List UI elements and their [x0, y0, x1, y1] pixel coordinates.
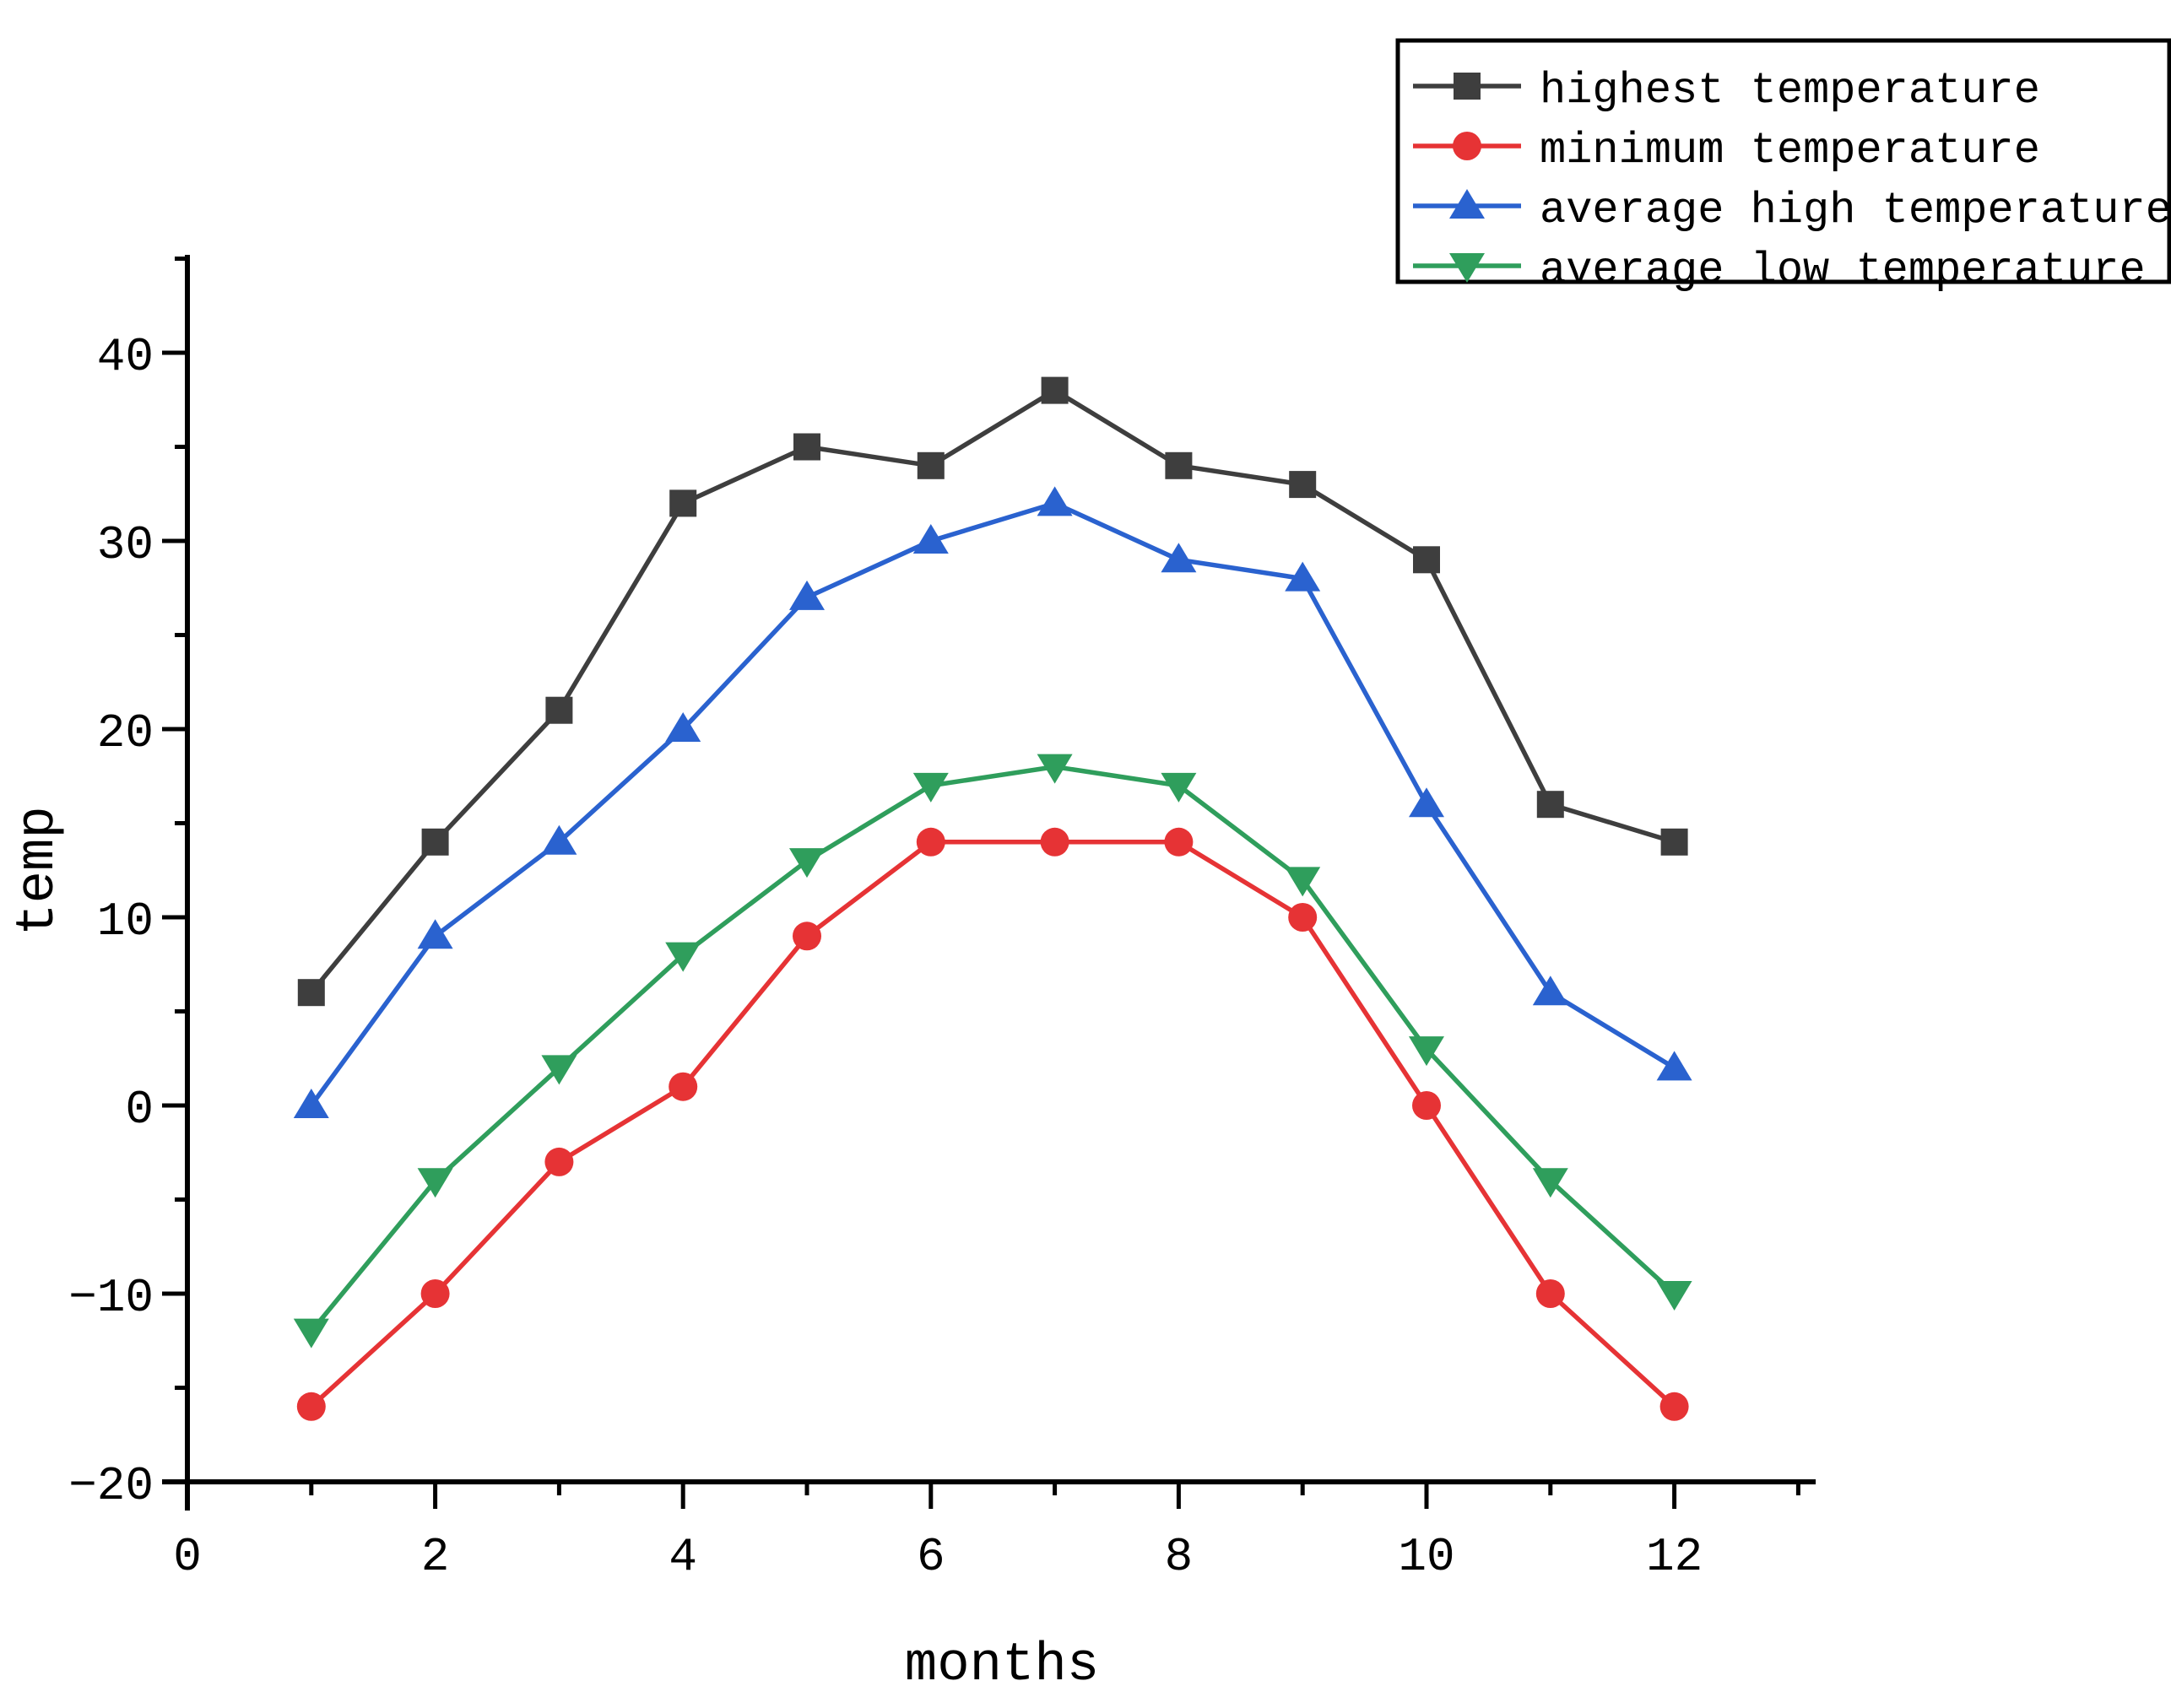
- x-tick-label: 2: [421, 1530, 450, 1584]
- marker-average-low-temperature: [665, 942, 701, 972]
- legend-label: average low temperature: [1540, 246, 2146, 295]
- legend-marker: [1449, 189, 1485, 219]
- marker-average-low-temperature: [1161, 772, 1197, 803]
- marker-minimum-temperature: [1412, 1091, 1441, 1120]
- legend-label: highest temperature: [1540, 66, 2040, 116]
- y-tick-label: 40: [97, 330, 154, 384]
- legend-marker: [1449, 253, 1485, 283]
- x-tick-label: 8: [1165, 1530, 1194, 1584]
- legend-label: average high temperature: [1540, 186, 2171, 235]
- marker-average-high-temperature: [417, 919, 453, 949]
- legend-label: minimum temperature: [1540, 126, 2040, 176]
- marker-highest-temperature: [1413, 546, 1440, 574]
- marker-minimum-temperature: [1164, 827, 1194, 857]
- marker-highest-temperature: [917, 451, 945, 479]
- marker-minimum-temperature: [793, 922, 821, 951]
- marker-highest-temperature: [545, 696, 573, 724]
- marker-average-high-temperature: [665, 712, 701, 742]
- marker-average-high-temperature: [1285, 561, 1321, 592]
- marker-average-low-temperature: [1656, 1281, 1692, 1311]
- marker-average-high-temperature: [1532, 976, 1568, 1006]
- marker-highest-temperature: [1660, 828, 1688, 856]
- series-average-high-temperature: [293, 486, 1692, 1118]
- marker-average-low-temperature: [912, 772, 949, 803]
- y-tick-label: 0: [125, 1083, 154, 1137]
- y-tick-label: 30: [97, 518, 154, 572]
- marker-highest-temperature: [1041, 376, 1069, 404]
- marker-highest-temperature: [669, 489, 697, 517]
- legend-marker: [1454, 73, 1481, 100]
- legend: highest temperature minimum temperature av…: [1395, 38, 2171, 295]
- marker-minimum-temperature: [669, 1072, 698, 1101]
- marker-highest-temperature: [1289, 471, 1317, 499]
- x-tick-label: 4: [669, 1530, 697, 1584]
- marker-average-low-temperature: [1409, 1036, 1444, 1067]
- marker-minimum-temperature: [1659, 1392, 1689, 1421]
- marker-average-low-temperature: [293, 1318, 329, 1349]
- marker-highest-temperature: [421, 828, 449, 856]
- marker-minimum-temperature: [916, 827, 945, 857]
- x-tick-label: 10: [1398, 1530, 1454, 1584]
- marker-average-high-temperature: [1037, 486, 1073, 516]
- marker-average-high-temperature: [1409, 787, 1444, 818]
- series-highest-temperature: [297, 376, 1688, 1007]
- legend-marker: [1453, 132, 1481, 160]
- line-minimum-temperature: [309, 840, 1676, 1408]
- marker-average-low-temperature: [1037, 754, 1073, 784]
- legend-item: highest temperature: [1413, 66, 2040, 116]
- x-tick-label: 0: [173, 1530, 202, 1584]
- legend-item: average high temperature: [1413, 186, 2171, 235]
- marker-average-low-temperature: [417, 1168, 453, 1198]
- legend-item: minimum temperature: [1413, 126, 2040, 176]
- marker-minimum-temperature: [296, 1392, 326, 1421]
- line-average-high-temperature: [309, 500, 1676, 1107]
- marker-average-low-temperature: [1285, 867, 1321, 897]
- y-tick-label: 10: [97, 895, 154, 949]
- marker-minimum-temperature: [544, 1147, 574, 1176]
- marker-average-high-temperature: [912, 524, 949, 554]
- marker-average-low-temperature: [1532, 1168, 1568, 1198]
- y-tick-label: −20: [68, 1459, 154, 1513]
- y-tick-label: −10: [68, 1271, 154, 1325]
- marker-highest-temperature: [1165, 451, 1193, 479]
- legend-box: [1395, 38, 2171, 284]
- y-tick-label: 20: [97, 706, 154, 760]
- series-average-low-temperature: [293, 754, 1692, 1349]
- x-tick-label: 12: [1646, 1530, 1703, 1584]
- x-tick-label: 6: [917, 1530, 945, 1584]
- marker-minimum-temperature: [1535, 1279, 1565, 1308]
- line-average-low-temperature: [309, 764, 1676, 1333]
- x-axis-title: months: [905, 1635, 1099, 1696]
- marker-average-high-temperature: [1161, 543, 1197, 573]
- marker-average-high-temperature: [541, 824, 577, 855]
- legend-item: average low temperature: [1413, 246, 2146, 295]
- marker-minimum-temperature: [1040, 827, 1069, 857]
- marker-average-low-temperature: [789, 848, 825, 878]
- marker-minimum-temperature: [1288, 903, 1318, 932]
- y-axis-title: temp: [8, 806, 69, 936]
- series-layer: [293, 376, 1692, 1421]
- axes: −20 −10 0 10 20 30 40 0 2 4 6 8 10 12: [68, 255, 1816, 1584]
- marker-highest-temperature: [1536, 791, 1564, 819]
- series-minimum-temperature: [296, 827, 1689, 1421]
- marker-average-high-temperature: [293, 1089, 329, 1118]
- marker-highest-temperature: [297, 979, 325, 1007]
- line-highest-temperature: [309, 387, 1676, 994]
- marker-highest-temperature: [793, 433, 820, 461]
- marker-average-low-temperature: [541, 1055, 577, 1085]
- marker-minimum-temperature: [420, 1279, 450, 1308]
- marker-average-high-temperature: [789, 580, 825, 610]
- marker-average-high-temperature: [1656, 1051, 1692, 1081]
